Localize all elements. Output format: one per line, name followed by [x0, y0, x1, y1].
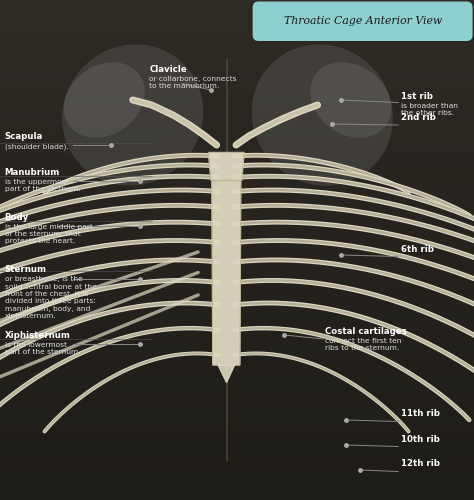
Text: Xiphisternum: Xiphisternum: [5, 331, 71, 340]
Polygon shape: [209, 152, 244, 180]
FancyBboxPatch shape: [253, 2, 473, 41]
Text: 10th rib: 10th rib: [401, 434, 439, 444]
Text: Body: Body: [5, 213, 29, 222]
Text: 12th rib: 12th rib: [401, 460, 439, 468]
Text: Costal cartilages: Costal cartilages: [325, 327, 406, 336]
Text: 6th rib: 6th rib: [401, 244, 434, 254]
Text: Clavicle: Clavicle: [149, 64, 187, 74]
Ellipse shape: [310, 62, 391, 138]
Text: or breastbone, is the
solid central bone at the
front of the chest. It is
divide: or breastbone, is the solid central bone…: [5, 276, 97, 319]
Text: connect the first ten
ribs to the sternum.: connect the first ten ribs to the sternu…: [325, 338, 401, 351]
Text: is the lowermost
part of the sternum.: is the lowermost part of the sternum.: [5, 342, 81, 355]
Text: 11th rib: 11th rib: [401, 410, 439, 418]
Polygon shape: [218, 365, 235, 382]
Ellipse shape: [252, 44, 393, 186]
Text: or collarbone, connects
to the manubrium.: or collarbone, connects to the manubrium…: [149, 76, 237, 89]
Polygon shape: [212, 181, 241, 365]
Text: is the uppermost
part of the sternum.: is the uppermost part of the sternum.: [5, 179, 81, 192]
Text: Scapula: Scapula: [5, 132, 43, 141]
Text: Throatic Cage Anterior View: Throatic Cage Anterior View: [283, 16, 442, 26]
Text: Manubrium: Manubrium: [5, 168, 60, 177]
Text: 2nd rib: 2nd rib: [401, 113, 436, 122]
Text: is the large middle part
of the sternum, that
protects the heart.: is the large middle part of the sternum,…: [5, 224, 92, 244]
Ellipse shape: [62, 44, 203, 186]
Ellipse shape: [64, 62, 145, 138]
Text: Sternum: Sternum: [5, 266, 47, 274]
Text: (shoulder blade).: (shoulder blade).: [5, 143, 69, 150]
Text: 1st rib: 1st rib: [401, 92, 433, 101]
Text: is broader than
the other ribs.: is broader than the other ribs.: [401, 103, 457, 116]
